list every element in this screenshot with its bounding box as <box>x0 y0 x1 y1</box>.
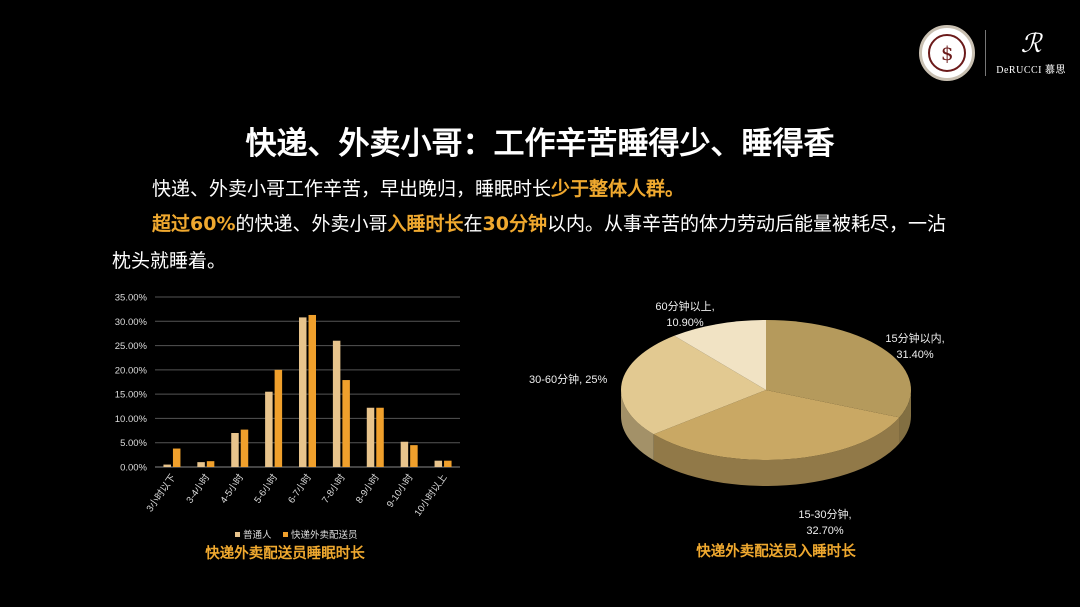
y-tick-label: 25.00% <box>115 341 148 352</box>
p2-highlight-2: 入睡时长 <box>387 213 464 235</box>
pie-value-label: 32.70% <box>806 525 844 537</box>
p2-text-1: 的快递、外卖小哥 <box>235 213 388 235</box>
pie-value-label: 10.90% <box>666 317 704 329</box>
x-tick-label: 10小时以上 <box>412 471 450 518</box>
bar-courier <box>308 314 316 467</box>
pie-side-wall <box>621 390 654 461</box>
pie-slice <box>766 320 911 418</box>
chart-title: 快递外卖配送员入睡时长 <box>696 542 856 560</box>
bar-courier <box>172 448 181 467</box>
header-logos: $ ℛ DeRUCCI 慕思 <box>919 22 1066 84</box>
derucci-logo: ℛ DeRUCCI 慕思 <box>996 31 1066 76</box>
x-tick-label: 9-10小时 <box>384 471 416 509</box>
x-tick-label: 7-8小时 <box>319 471 348 505</box>
x-tick-label: 6-7小时 <box>285 471 314 505</box>
brand-name: DeRUCCI 慕思 <box>996 64 1066 76</box>
p2-text-3: 以内。从事辛苦的体力劳动后能量被耗尽，一沾 <box>546 213 946 235</box>
pie-label: 15分钟以内, <box>885 331 944 345</box>
seal-icon: $ <box>928 34 967 72</box>
p2-highlight-1: 超过60% <box>152 213 236 235</box>
bar-courier <box>206 461 215 467</box>
legend-swatch <box>283 532 288 537</box>
x-tick-label: 5-6小时 <box>251 471 280 505</box>
y-tick-label: 30.00% <box>115 317 148 328</box>
p2-text-2: 在 <box>463 213 483 235</box>
bar-general <box>265 391 273 467</box>
sleep-research-society-logo: $ <box>919 25 976 81</box>
pie-value-label: 31.40% <box>896 349 934 361</box>
bar-courier <box>274 369 283 467</box>
derucci-monogram-icon: ℛ <box>1020 28 1042 59</box>
x-tick-label: 3-4小时 <box>184 471 213 505</box>
y-tick-label: 10.00% <box>115 414 148 425</box>
bar-general <box>231 433 239 467</box>
pie-label: 30-60分钟, 25% <box>529 372 607 386</box>
y-tick-label: 15.00% <box>115 390 148 401</box>
x-tick-label: 8-9小时 <box>353 471 382 505</box>
paragraph-2-line-2: 枕头就睡着。 <box>112 250 227 272</box>
bar-general <box>366 407 375 467</box>
bar-general <box>332 340 341 467</box>
bar-courier <box>342 380 350 467</box>
p2-highlight-3: 30分钟 <box>482 213 547 235</box>
logo-divider <box>985 30 987 76</box>
paragraph-2: 超过60%的快递、外卖小哥入睡时长在30分钟以内。从事辛苦的体力劳动后能量被耗尽… <box>152 211 1002 237</box>
bar-general <box>197 462 205 467</box>
y-tick-label: 5.00% <box>120 438 147 449</box>
bar-general <box>163 464 171 467</box>
pie-side-wall <box>899 390 911 444</box>
paragraph-1-text: 快递、外卖小哥工作辛苦，早出晚归，睡眠时长 <box>152 178 552 200</box>
sleep-onset-pie-chart: 15分钟以内, 31.40% 15-30分钟, 32.70% 30-60分钟, 25% 6… <box>529 299 945 560</box>
sleep-duration-bar-chart: 0.00% 5.00% 10.00% 15.00% 20.00% 25.00% 30.00%… <box>115 293 460 562</box>
legend-swatch <box>235 532 240 537</box>
bar-courier <box>240 429 249 467</box>
paragraph-1-highlight: 少于整体人群。 <box>551 178 685 200</box>
y-tick-label: 20.00% <box>115 365 148 376</box>
paragraph-1: 快递、外卖小哥工作辛苦，早出晚归，睡眠时长少于整体人群。 <box>152 176 684 202</box>
legend-label: 快递外卖配送员 <box>291 529 358 541</box>
y-tick-label: 0.00% <box>120 463 147 474</box>
pie-slice <box>653 390 900 460</box>
x-tick-label: 3小时以下 <box>144 472 179 514</box>
bar-courier <box>376 407 384 467</box>
pie-label: 60分钟以上, <box>655 299 714 313</box>
pie-slice <box>621 335 766 435</box>
pie-label: 15-30分钟, <box>798 507 851 521</box>
bar-general <box>434 460 443 467</box>
pie-side-wall <box>653 417 900 486</box>
legend-label: 普通人 <box>243 529 272 541</box>
bar-courier <box>410 445 418 467</box>
x-tick-label: 4-5小时 <box>218 471 247 505</box>
y-tick-label: 35.00% <box>115 293 148 304</box>
bar-general <box>299 317 307 467</box>
chart-title: 快递外卖配送员睡眠时长 <box>205 544 365 562</box>
bar-general <box>400 441 409 467</box>
bar-courier <box>444 460 452 467</box>
page-title: 快递、外卖小哥：工作辛苦睡得少、睡得香 <box>245 126 835 162</box>
pie-slice <box>674 320 766 390</box>
